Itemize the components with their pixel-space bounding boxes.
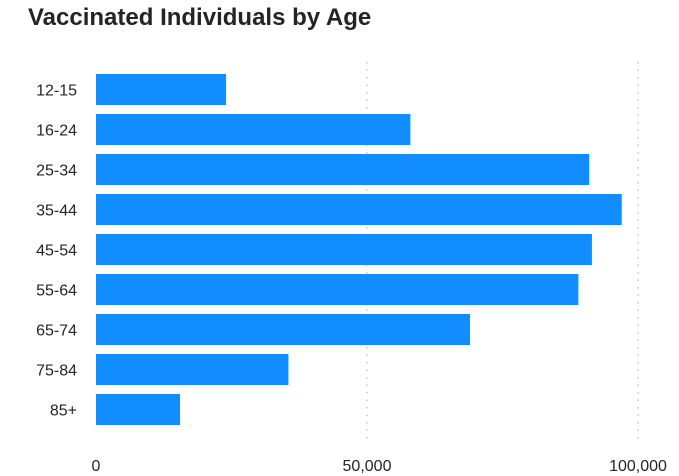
x-axis-tick-labels: 0 50,000 100,000 <box>92 458 667 475</box>
category-label: 25-34 <box>36 163 77 180</box>
bar-35-44[interactable] <box>96 194 622 225</box>
bar-85-plus[interactable] <box>96 394 181 425</box>
bar-45-54[interactable] <box>96 234 592 265</box>
category-label: 75-84 <box>36 363 77 380</box>
x-tick-label: 100,000 <box>609 458 667 475</box>
bar-65-74[interactable] <box>96 314 470 345</box>
category-label: 85+ <box>50 403 77 420</box>
category-label: 12-15 <box>36 83 77 100</box>
category-label: 55-64 <box>36 283 77 300</box>
category-labels: 12-15 16-24 25-34 35-44 45-54 55-64 65-74 75-84… <box>36 83 77 420</box>
chart-title: Vaccinated Individuals by Age <box>28 4 372 31</box>
x-tick-label: 0 <box>92 458 101 475</box>
bar-12-15[interactable] <box>96 74 227 105</box>
category-label: 35-44 <box>36 203 77 220</box>
category-label: 45-54 <box>36 243 77 260</box>
x-tick-label: 50,000 <box>343 458 392 475</box>
bar-25-34[interactable] <box>96 154 590 185</box>
category-label: 16-24 <box>36 123 77 140</box>
category-label: 65-74 <box>36 323 77 340</box>
bar-55-64[interactable] <box>96 274 579 305</box>
bars <box>96 74 622 425</box>
bar-75-84[interactable] <box>96 354 289 385</box>
bar-16-24[interactable] <box>96 114 411 145</box>
